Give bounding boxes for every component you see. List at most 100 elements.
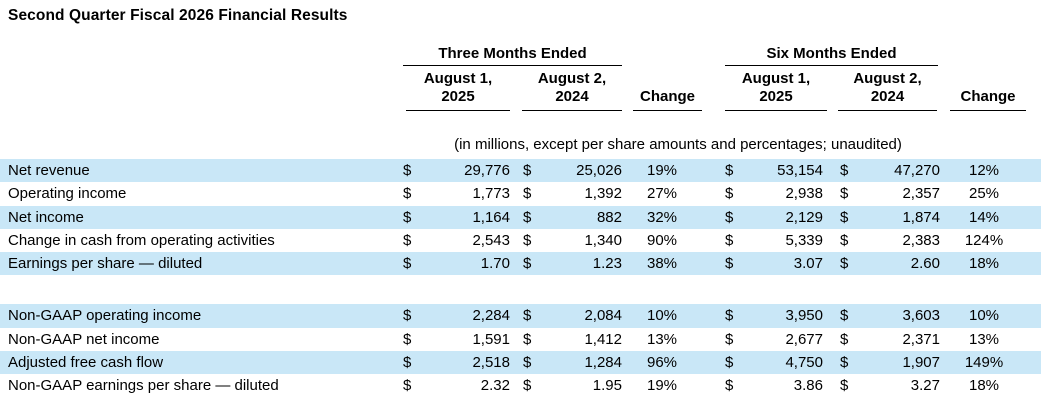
page-title: Second Quarter Fiscal 2026 Financial Res… (8, 7, 348, 24)
dollar-sign: $ (403, 208, 412, 226)
col-header-tm-change: Change (633, 70, 702, 111)
column-spacer (702, 159, 722, 182)
column-spacer (702, 229, 722, 252)
dollar-sign: $ (840, 231, 849, 249)
row-label: Non-GAAP net income (8, 330, 160, 348)
cell-sm-change: 124% (964, 231, 1004, 249)
cell-sm-2024: 1,907 (902, 354, 940, 372)
cell-sm-change: 25% (968, 185, 1000, 203)
dollar-sign: $ (840, 208, 849, 226)
three-months-group-header: Three Months Ended (403, 45, 622, 66)
table-row: Change in cash from operating activities… (0, 229, 1041, 252)
col-header-sm-aug2-2024: August 2, 2024 (838, 70, 937, 111)
row-label: Earnings per share — diluted (8, 255, 203, 273)
cell-sm-2024: 47,270 (894, 162, 940, 179)
col-header-line2: 2025 (759, 88, 793, 105)
dollar-sign: $ (403, 231, 412, 249)
column-spacer (702, 374, 722, 397)
dollar-sign: $ (403, 330, 412, 348)
col-header-tm-aug2-2024: August 2, 2024 (522, 70, 622, 111)
cell-tm-change: 90% (646, 231, 678, 249)
cell-sm-2025: 4,750 (785, 354, 823, 372)
cell-tm-2025: 1,164 (472, 208, 510, 226)
cell-tm-2025: 1,773 (472, 185, 510, 203)
cell-tm-2024: 25,026 (576, 162, 622, 179)
cell-sm-change: 13% (968, 330, 1000, 348)
cell-tm-2024: 1,412 (584, 330, 622, 348)
dollar-sign: $ (523, 330, 532, 348)
cell-tm-change: 27% (646, 185, 678, 203)
table-row: Non-GAAP net income $ 1,591 $ 1,412 13% … (0, 328, 1041, 351)
dollar-sign: $ (840, 354, 849, 372)
column-spacer (702, 328, 722, 351)
dollar-sign: $ (725, 377, 734, 395)
table-header: Three Months Ended Six Months Ended Augu… (0, 45, 1041, 111)
column-spacer (702, 304, 722, 327)
cell-sm-2024: 2,371 (902, 330, 940, 348)
table-row: Non-GAAP earnings per share — diluted $ … (0, 374, 1041, 397)
cell-sm-2025: 3.07 (793, 255, 823, 273)
cell-tm-2024: 2,084 (584, 307, 622, 325)
col-header-line1: August 1, (741, 70, 811, 87)
dollar-sign: $ (725, 354, 734, 372)
table-row: Adjusted free cash flow $ 2,518 $ 1,284 … (0, 351, 1041, 375)
dollar-sign: $ (523, 185, 532, 203)
dollar-sign: $ (403, 307, 412, 325)
units-note: (in millions, except per share amounts a… (454, 136, 902, 153)
dollar-sign: $ (403, 255, 412, 273)
cell-tm-2024: 1,284 (584, 354, 622, 372)
dollar-sign: $ (403, 354, 412, 372)
dollar-sign: $ (725, 208, 734, 226)
table-row: Operating income $ 1,773 $ 1,392 27% $ 2… (0, 182, 1041, 205)
section-gap (0, 275, 1041, 304)
cell-tm-change: 19% (646, 162, 678, 179)
dollar-sign: $ (523, 354, 532, 372)
cell-sm-2024: 3.27 (910, 377, 940, 395)
col-header-line2: 2024 (555, 88, 589, 105)
cell-sm-change: 12% (968, 162, 1000, 179)
dollar-sign: $ (840, 330, 849, 348)
dollar-sign: $ (725, 255, 734, 273)
dollar-sign: $ (403, 377, 412, 395)
cell-tm-2024: 1.23 (592, 255, 622, 273)
dollar-sign: $ (523, 162, 532, 179)
column-spacer (702, 206, 722, 229)
cell-sm-change: 18% (968, 377, 1000, 395)
column-spacer (702, 351, 722, 374)
row-label: Net revenue (8, 162, 90, 179)
dollar-sign: $ (840, 255, 849, 273)
dollar-sign: $ (523, 255, 532, 273)
row-label: Non-GAAP earnings per share — diluted (8, 377, 279, 395)
dollar-sign: $ (840, 185, 849, 203)
cell-tm-2025: 1.70 (480, 255, 510, 273)
cell-tm-change: 10% (646, 307, 678, 325)
row-label: Change in cash from operating activities (8, 231, 275, 249)
col-header-line1: August 2, (853, 70, 922, 87)
column-spacer (702, 252, 722, 275)
dollar-sign: $ (523, 208, 532, 226)
cell-sm-change: 18% (968, 255, 1000, 273)
dollar-sign: $ (403, 185, 412, 203)
column-spacer (702, 182, 722, 205)
cell-sm-2024: 2,357 (902, 185, 940, 203)
row-label: Non-GAAP operating income (8, 307, 202, 325)
cell-sm-2025: 2,129 (785, 208, 823, 226)
col-header-line2: 2024 (870, 88, 905, 105)
cell-sm-2024: 2,383 (902, 231, 940, 249)
cell-sm-change: 10% (968, 307, 1000, 325)
col-header-line2: 2025 (441, 88, 475, 105)
cell-tm-2025: 2,543 (472, 231, 510, 249)
cell-sm-2025: 3.86 (793, 377, 823, 395)
col-header-line1: August 1, (423, 70, 493, 87)
cell-sm-change: 149% (964, 354, 1004, 372)
row-label: Net income (8, 208, 84, 226)
col-header-line1: August 2, (537, 70, 607, 87)
table-row: Net revenue $ 29,776 $ 25,026 19% $ 53,1… (0, 159, 1041, 183)
cell-sm-2025: 53,154 (777, 162, 823, 179)
cell-tm-2025: 2,284 (472, 307, 510, 325)
cell-tm-2025: 1,591 (472, 330, 510, 348)
col-header-sm-aug1-2025: August 1, 2025 (725, 70, 827, 111)
col-header-sm-change: Change (950, 70, 1026, 111)
row-label: Adjusted free cash flow (8, 354, 164, 372)
